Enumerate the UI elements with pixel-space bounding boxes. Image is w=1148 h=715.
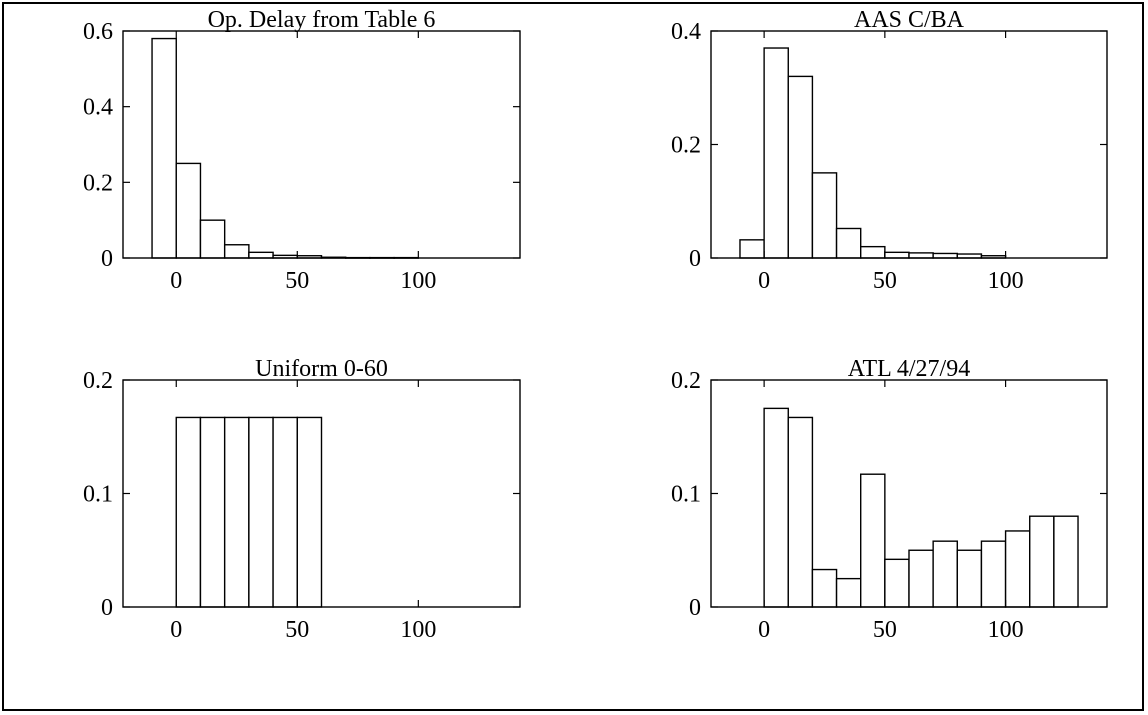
histogram-bar bbox=[223, 416, 250, 608]
histogram-bar bbox=[739, 239, 765, 259]
y-tick-label: 0 bbox=[101, 595, 113, 621]
x-tick-label: 100 bbox=[400, 268, 436, 294]
x-tick-label: 50 bbox=[873, 268, 897, 294]
x-tick-label: 50 bbox=[285, 268, 309, 294]
histogram-bar bbox=[175, 162, 202, 259]
x-tick-label: 100 bbox=[400, 617, 436, 643]
histogram-bar bbox=[835, 577, 862, 608]
x-tick-label: 100 bbox=[988, 617, 1024, 643]
histogram-bar bbox=[199, 416, 226, 608]
chart-panel-3: 0 50 100 0 0.1 0.2 Uniform 0-60 bbox=[83, 356, 521, 643]
histogram-bar bbox=[956, 549, 983, 608]
histogram-bar bbox=[787, 416, 814, 608]
y-tick-label: 0.2 bbox=[83, 368, 113, 394]
chart-title: Op. Delay from Table 6 bbox=[208, 7, 436, 33]
histogram-bar bbox=[248, 416, 274, 608]
histogram-bar bbox=[932, 540, 958, 608]
histogram-bar bbox=[1053, 515, 1079, 608]
y-tick-label: 0 bbox=[101, 246, 113, 272]
chart-title: ATL 4/27/94 bbox=[848, 356, 970, 382]
histogram-bar bbox=[296, 416, 323, 608]
chart-title: Uniform 0-60 bbox=[255, 356, 388, 382]
histogram-bar bbox=[151, 37, 177, 259]
x-tick-label: 50 bbox=[873, 617, 897, 643]
histogram-bar bbox=[272, 416, 298, 608]
y-tick-label: 0.6 bbox=[83, 19, 113, 45]
histogram-bar bbox=[884, 251, 910, 259]
histogram-figure: 0 50 100 0 0.2 0.4 0.6 Op. Delay from Table 6 0 5… bbox=[83, 7, 1108, 643]
histogram-bar bbox=[908, 549, 934, 608]
histogram-bar bbox=[1004, 530, 1031, 608]
plot-frame bbox=[122, 30, 521, 259]
x-tick-label: 50 bbox=[285, 617, 309, 643]
histogram-bar bbox=[908, 252, 934, 259]
chart-panel-2: 0 50 100 0 0.2 0.4 AAS C/BA bbox=[671, 7, 1108, 294]
histogram-bar bbox=[248, 251, 274, 259]
y-tick-label: 0.1 bbox=[83, 482, 113, 508]
histogram-bar bbox=[787, 75, 814, 259]
y-tick-label: 0.2 bbox=[671, 133, 701, 159]
histogram-bar bbox=[763, 47, 789, 259]
histogram-bar bbox=[884, 558, 910, 608]
y-tick-label: 0 bbox=[689, 595, 701, 621]
histogram-bar bbox=[835, 227, 862, 259]
histogram-bar bbox=[860, 473, 886, 608]
x-tick-label: 100 bbox=[988, 268, 1024, 294]
histogram-bar bbox=[223, 244, 250, 259]
histogram-bar bbox=[860, 245, 886, 259]
histogram-bar bbox=[763, 407, 789, 608]
y-tick-label: 0.4 bbox=[83, 95, 113, 121]
chart-title: AAS C/BA bbox=[854, 7, 965, 33]
x-tick-label: 0 bbox=[170, 617, 182, 643]
chart-panel-1: 0 50 100 0 0.2 0.4 0.6 Op. Delay from Table 6 bbox=[83, 7, 521, 294]
y-tick-label: 0.2 bbox=[671, 368, 701, 394]
x-tick-label: 0 bbox=[758, 268, 770, 294]
y-tick-label: 0.4 bbox=[671, 19, 701, 45]
y-tick-label: 0.1 bbox=[671, 482, 701, 508]
x-tick-label: 0 bbox=[758, 617, 770, 643]
histogram-bar bbox=[811, 568, 838, 608]
chart-panel-4: 0 50 100 0 0.1 0.2 ATL 4/27/94 bbox=[671, 356, 1108, 643]
histogram-bar bbox=[1029, 515, 1055, 608]
histogram-bar bbox=[811, 172, 838, 259]
y-tick-label: 0 bbox=[689, 246, 701, 272]
histogram-bar bbox=[175, 416, 202, 608]
y-tick-label: 0.2 bbox=[83, 170, 113, 196]
x-tick-label: 0 bbox=[170, 268, 182, 294]
histogram-bar bbox=[980, 540, 1007, 608]
histogram-bar bbox=[199, 219, 226, 259]
